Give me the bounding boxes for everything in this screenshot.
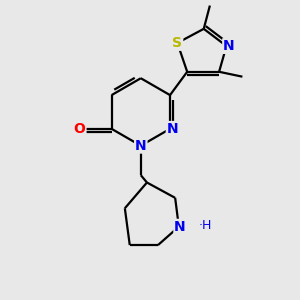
Text: S: S (172, 36, 182, 50)
Text: ·H: ·H (199, 219, 212, 232)
Text: O: O (74, 122, 85, 136)
Text: N: N (135, 139, 147, 153)
Text: N: N (174, 220, 186, 234)
Text: N: N (223, 39, 235, 53)
Text: N: N (167, 122, 178, 136)
